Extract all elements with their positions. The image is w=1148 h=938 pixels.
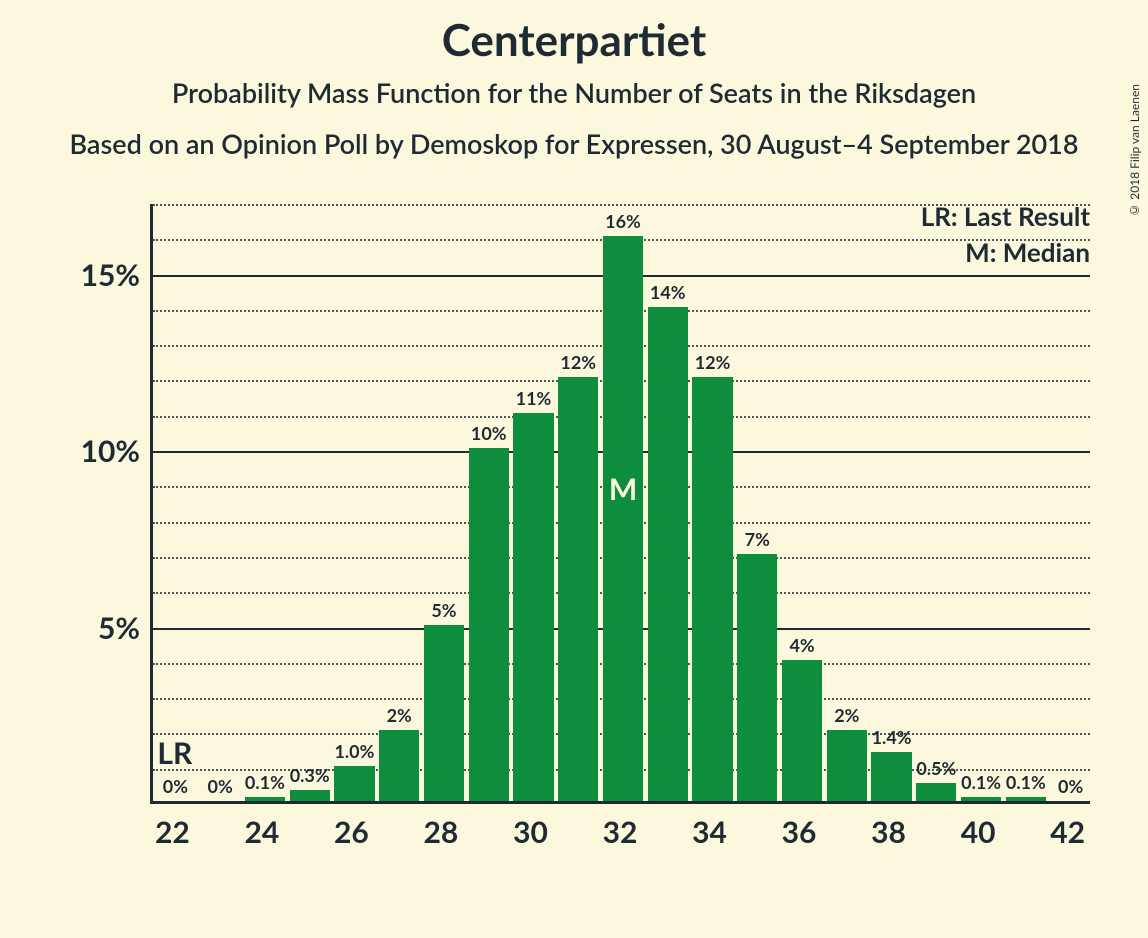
bar-value-label: 0.1% bbox=[961, 771, 1001, 793]
bar-value-label: 0.5% bbox=[916, 757, 956, 779]
y-tick-label: 5% bbox=[60, 610, 140, 646]
x-tick-label: 40 bbox=[961, 814, 996, 850]
bar bbox=[961, 797, 1001, 801]
bar bbox=[692, 377, 732, 801]
bar-value-label: 12% bbox=[560, 351, 596, 373]
x-tick-label: 30 bbox=[513, 814, 548, 850]
bar bbox=[827, 730, 867, 801]
chart-subtitle2: Based on an Opinion Poll by Demoskop for… bbox=[0, 127, 1148, 160]
bar bbox=[648, 307, 688, 801]
x-tick-label: 36 bbox=[782, 814, 817, 850]
x-tick-label: 34 bbox=[692, 814, 727, 850]
bar bbox=[871, 752, 911, 801]
median-marker: M bbox=[609, 471, 637, 507]
bar-value-label: 2% bbox=[387, 704, 412, 726]
bar-value-label: 11% bbox=[516, 387, 552, 409]
x-tick-label: 42 bbox=[1050, 814, 1085, 850]
legend-m: M: Median bbox=[965, 236, 1090, 268]
x-tick-label: 22 bbox=[155, 814, 190, 850]
bar-value-label: 10% bbox=[471, 422, 507, 444]
bar bbox=[916, 783, 956, 801]
bar-value-label: 4% bbox=[789, 634, 814, 656]
bar-value-label: 7% bbox=[745, 528, 770, 550]
chart-container: 0%0%0.1%0.3%1.0%2%5%10%11%12%16%14%12%7%… bbox=[60, 204, 1100, 864]
bar bbox=[379, 730, 419, 801]
x-tick-label: 26 bbox=[334, 814, 369, 850]
copyright-text: © 2018 Filip van Laenen bbox=[1127, 84, 1142, 218]
bar-value-label: 2% bbox=[834, 704, 859, 726]
plot-area: 0%0%0.1%0.3%1.0%2%5%10%11%12%16%14%12%7%… bbox=[150, 204, 1090, 804]
bar-value-label: 1.4% bbox=[872, 726, 912, 748]
x-tick-label: 38 bbox=[871, 814, 906, 850]
lr-marker: LR bbox=[157, 735, 192, 771]
legend-lr: LR: Last Result bbox=[921, 200, 1090, 232]
bar bbox=[424, 625, 464, 801]
chart-subtitle: Probability Mass Function for the Number… bbox=[0, 76, 1148, 109]
bar-value-label: 14% bbox=[650, 281, 686, 303]
bar bbox=[469, 448, 509, 801]
bar-value-label: 0% bbox=[163, 775, 188, 797]
bar bbox=[603, 236, 643, 801]
bar bbox=[245, 797, 285, 801]
bar-value-label: 16% bbox=[605, 210, 641, 232]
bar-value-label: 12% bbox=[695, 351, 731, 373]
bar bbox=[1006, 797, 1046, 801]
bar bbox=[290, 790, 330, 801]
bar-value-label: 0.1% bbox=[245, 771, 285, 793]
bar-value-label: 0% bbox=[1058, 775, 1083, 797]
x-tick-label: 32 bbox=[603, 814, 638, 850]
y-tick-label: 15% bbox=[60, 257, 140, 293]
y-tick-label: 10% bbox=[60, 433, 140, 469]
bar-value-label: 0.1% bbox=[1006, 771, 1046, 793]
bar-value-label: 0.3% bbox=[290, 764, 330, 786]
bar bbox=[782, 660, 822, 801]
bar bbox=[334, 766, 374, 801]
bar bbox=[513, 413, 553, 801]
bar bbox=[558, 377, 598, 801]
x-tick-label: 28 bbox=[424, 814, 459, 850]
bar bbox=[737, 554, 777, 801]
bar-value-label: 1.0% bbox=[334, 740, 374, 762]
bar-value-label: 0% bbox=[208, 775, 233, 797]
x-tick-label: 24 bbox=[244, 814, 279, 850]
chart-title: Centerpartiet bbox=[0, 14, 1148, 66]
bar-value-label: 5% bbox=[431, 599, 456, 621]
